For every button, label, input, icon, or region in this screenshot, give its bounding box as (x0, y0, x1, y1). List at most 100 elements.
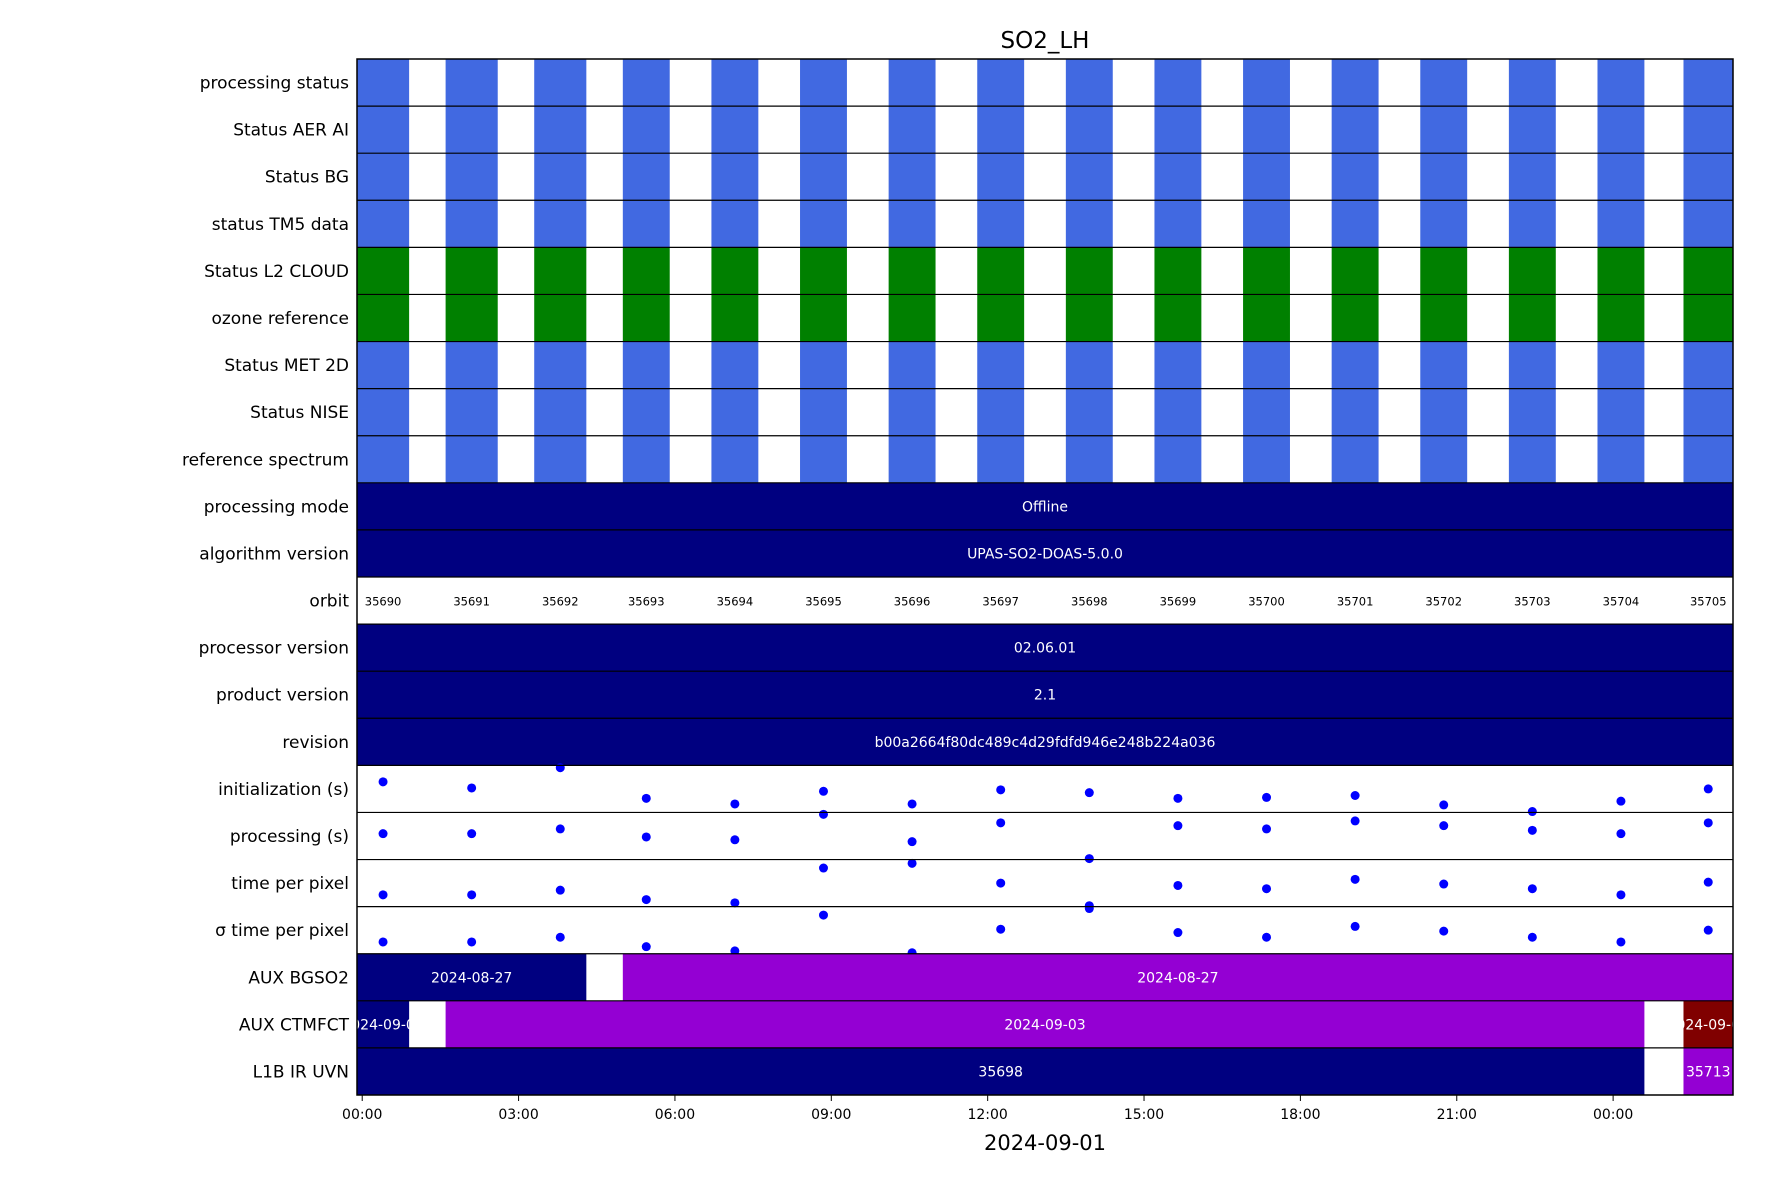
status-block (445, 200, 498, 248)
data-point (1350, 874, 1360, 884)
status-block (445, 59, 498, 107)
row-19: 2024-08-27 2024-08-27 (357, 953, 1733, 1001)
row-label: AUX BGSO2 (248, 968, 349, 988)
status-block (1597, 294, 1645, 342)
status-block (800, 247, 847, 295)
status-block (445, 435, 498, 483)
status-block (888, 106, 936, 154)
status-block (534, 435, 587, 483)
status-block (1065, 153, 1113, 201)
row-11: 35690 35691 35692 35693 35694 35695 35696 35697… (365, 595, 1727, 609)
row-label: Status L2 CLOUD (204, 262, 349, 282)
status-block (888, 153, 936, 201)
x-tick-label: 15:00 (1124, 1107, 1164, 1123)
row-label: initialization (s) (218, 780, 349, 800)
row-12: 02.06.01 (357, 624, 1733, 672)
row-16 (378, 809, 1713, 864)
status-block (1243, 200, 1290, 248)
status-block (1154, 388, 1202, 436)
data-point (1439, 821, 1449, 831)
status-block (977, 435, 1025, 483)
status-block (1154, 153, 1202, 201)
status-block (1420, 341, 1468, 389)
status-block (1683, 59, 1733, 107)
status-block (445, 341, 498, 389)
status-block (711, 200, 759, 248)
row-label: L1B IR UVN (253, 1062, 349, 1082)
status-block (1243, 59, 1290, 107)
bar-segment (445, 1000, 1645, 1048)
data-point (1350, 791, 1360, 801)
status-block (534, 106, 587, 154)
status-block (1065, 200, 1113, 248)
row-label: time per pixel (231, 874, 349, 894)
data-point (996, 924, 1006, 934)
status-block (888, 341, 936, 389)
orbit-label: 35699 (1160, 595, 1197, 609)
row-4 (357, 247, 1733, 295)
bar-segment-label: Offline (1022, 499, 1068, 515)
data-point (1703, 877, 1713, 887)
status-block (1243, 106, 1290, 154)
status-block (1683, 341, 1733, 389)
data-point (996, 785, 1006, 795)
status-block (1065, 388, 1113, 436)
status-block (1683, 200, 1733, 248)
status-block (1420, 200, 1468, 248)
status-block (1597, 388, 1645, 436)
x-tick-label: 09:00 (811, 1107, 851, 1123)
orbit-label: 35690 (365, 595, 402, 609)
status-block (1154, 294, 1202, 342)
status-block (534, 200, 587, 248)
status-block (977, 341, 1025, 389)
bar-segment-label: 02.06.01 (1014, 641, 1076, 657)
status-block (622, 200, 670, 248)
status-block (1508, 106, 1556, 154)
x-tick-label: 03:00 (498, 1107, 538, 1123)
status-block (1154, 59, 1202, 107)
status-block (622, 153, 670, 201)
status-block (1597, 106, 1645, 154)
status-block (711, 294, 759, 342)
status-block (888, 200, 936, 248)
data-point (378, 829, 388, 839)
status-block (1331, 200, 1379, 248)
data-point (730, 835, 740, 845)
data-point (378, 777, 388, 787)
data-point (1616, 796, 1626, 806)
data-point (1350, 921, 1360, 931)
x-tick-label: 18:00 (1280, 1107, 1320, 1123)
status-block (1154, 341, 1202, 389)
bar-segment (357, 1000, 410, 1048)
data-point (907, 837, 917, 847)
bar-segment (622, 953, 1733, 1001)
status-block (1508, 388, 1556, 436)
data-point (467, 829, 477, 839)
orbit-label: 35703 (1514, 595, 1551, 609)
status-block (1597, 247, 1645, 295)
data-point (1527, 884, 1537, 894)
status-block (1331, 294, 1379, 342)
status-block (622, 294, 670, 342)
orbit-label: 35702 (1425, 595, 1462, 609)
status-block (357, 435, 410, 483)
status-block (1243, 294, 1290, 342)
status-block (1065, 247, 1113, 295)
status-block (1243, 341, 1290, 389)
row-label: AUX CTMFCT (239, 1015, 350, 1035)
data-point (641, 942, 651, 952)
x-tick-label: 00:00 (1593, 1107, 1633, 1123)
row-label: algorithm version (199, 544, 349, 564)
data-point (907, 858, 917, 868)
status-block (1420, 59, 1468, 107)
data-point (555, 824, 565, 834)
status-block (711, 435, 759, 483)
data-point (378, 937, 388, 947)
data-point (467, 783, 477, 793)
status-block (800, 200, 847, 248)
status-block (357, 247, 410, 295)
row-label: processor version (199, 639, 349, 659)
status-block (534, 59, 587, 107)
data-point (1262, 824, 1272, 834)
data-point (1527, 932, 1537, 942)
